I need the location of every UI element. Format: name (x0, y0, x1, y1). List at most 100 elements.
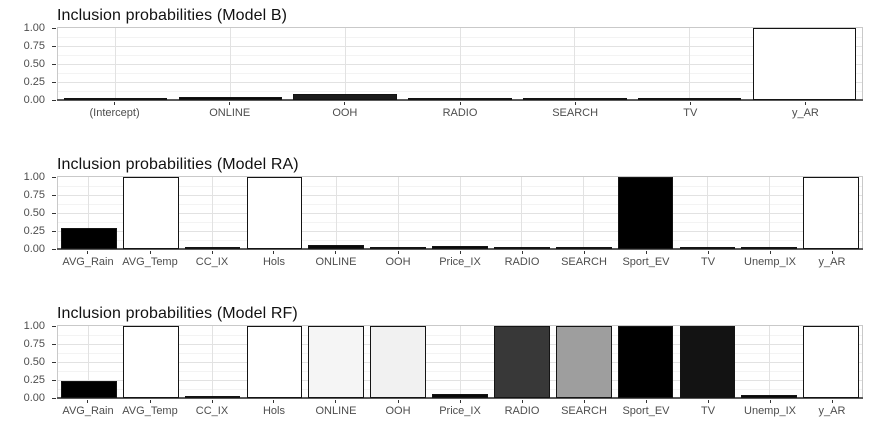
bar-TV (638, 97, 742, 100)
bar-Sport_EV (617, 326, 674, 398)
x-tick-label: SEARCH (552, 107, 599, 119)
x-tick-label: CC_IX (195, 256, 229, 268)
x-tick-mark (344, 102, 346, 105)
x-tick-label: Price_IX (439, 405, 481, 417)
x-tick-label: RADIO (504, 256, 540, 268)
x-tick-label: Unemp_IX (744, 256, 796, 268)
x-tick-label: TV (683, 107, 698, 119)
x-tick-label: Sport_EV (622, 256, 670, 268)
x-axis-line (57, 397, 863, 399)
x-tick-mark (229, 102, 231, 105)
bar-Unemp_IX (741, 246, 798, 249)
x-tick-label: SEARCH (561, 256, 607, 268)
vertical-gridline (114, 28, 116, 100)
x-tick-mark (335, 251, 337, 254)
x-tick-mark (87, 251, 89, 254)
x-tick-mark (273, 251, 275, 254)
y-tick-label: 0.00 (23, 243, 45, 255)
vertical-gridline (212, 177, 214, 249)
y-tick-label: 0.50 (23, 356, 45, 368)
x-tick-label: Hols (262, 256, 286, 268)
x-tick-label: (Intercept) (89, 107, 140, 119)
bar-AVG_Temp (122, 177, 179, 249)
y-axis: 1.00 0.75 0.50 0.25 0.00 (0, 171, 57, 255)
x-tick-mark (769, 400, 771, 403)
bar-ONLINE (308, 326, 365, 398)
x-tick-mark (211, 400, 213, 403)
vertical-gridline (521, 177, 523, 249)
bar-y_AR (752, 28, 857, 100)
bar-SEARCH (523, 97, 627, 100)
vertical-gridline (459, 28, 461, 100)
chart-title-model-ra: Inclusion probabilities (Model RA) (57, 156, 299, 173)
bar-AVG_Rain (61, 228, 117, 249)
vertical-gridline (88, 177, 90, 249)
x-tick-mark (335, 400, 337, 403)
bar-Unemp_IX (741, 395, 798, 398)
chart-model-b: Inclusion probabilities (Model B) 1.00 0.… (0, 0, 871, 149)
x-tick-label: OOH (385, 405, 411, 417)
x-tick-label: RADIO (504, 405, 540, 417)
y-tick-label: 1.00 (23, 320, 45, 332)
bar-Hols (246, 177, 303, 249)
plot-row: 1.00 0.75 0.50 0.25 0.00 (0, 171, 871, 255)
bar-Price_IX (432, 246, 488, 249)
x-tick-label: AVG_Rain (62, 405, 114, 417)
bar-ONLINE (178, 97, 282, 100)
x-tick-label: OOH (385, 256, 411, 268)
vertical-gridline (344, 28, 346, 100)
x-tick-mark (149, 400, 151, 403)
y-tick-mark (52, 212, 56, 214)
x-tick-label: RADIO (442, 107, 478, 119)
x-tick-label: OOH (332, 107, 358, 119)
x-axis-line (57, 248, 863, 250)
bar-SEARCH (555, 246, 612, 249)
y-tick-mark (52, 397, 56, 399)
x-tick-mark (707, 251, 709, 254)
vertical-gridline (397, 177, 399, 249)
bar-OOH (293, 93, 397, 100)
chart-model-rf: Inclusion probabilities (Model RF) 1.00 0… (0, 298, 871, 447)
bar-y_AR (803, 177, 859, 249)
x-tick-mark (574, 102, 576, 105)
y-tick-mark (52, 230, 56, 232)
bar-Hols (246, 326, 303, 398)
x-tick-label: TV (700, 405, 716, 417)
x-tick-mark (689, 102, 691, 105)
x-tick-mark (459, 251, 461, 254)
x-tick-mark (114, 102, 116, 105)
bar-RADIO (494, 326, 550, 398)
bar-AVG_Temp (122, 326, 179, 398)
y-tick-label: 0.25 (23, 374, 45, 386)
bar-CC_IX (184, 246, 241, 249)
x-axis: AVG_Rain AVG_Temp CC_IX Hols ONLINE OOH Price_… (57, 399, 863, 421)
x-tick-label: AVG_Temp (122, 256, 178, 268)
x-tick-label: SEARCH (561, 405, 607, 417)
vertical-gridline (212, 326, 214, 398)
chart-title-model-rf: Inclusion probabilities (Model RF) (57, 305, 298, 322)
bar-SEARCH (555, 326, 612, 398)
y-tick-label: 0.50 (23, 207, 45, 219)
x-tick-mark (211, 251, 213, 254)
y-tick-label: 0.75 (23, 40, 45, 52)
y-tick-mark (52, 63, 56, 65)
y-tick-mark (52, 45, 56, 47)
x-tick-mark (273, 400, 275, 403)
x-tick-label: AVG_Temp (122, 405, 178, 417)
x-tick-mark (831, 400, 833, 403)
bar-OOH (370, 326, 426, 398)
vertical-gridline (335, 177, 337, 249)
x-tick-label: Price_IX (439, 256, 481, 268)
x-tick-label: TV (700, 256, 716, 268)
x-tick-label: y_AR (818, 405, 846, 417)
x-tick-label: y_AR (791, 107, 819, 119)
x-tick-mark (521, 400, 523, 403)
x-tick-mark (397, 251, 399, 254)
x-tick-mark (583, 400, 585, 403)
x-axis: AVG_Rain AVG_Temp CC_IX Hols ONLINE OOH Price_… (57, 250, 863, 272)
vertical-gridline (583, 177, 585, 249)
y-tick-mark (52, 248, 56, 250)
vertical-gridline (689, 28, 691, 100)
y-axis: 1.00 0.75 0.50 0.25 0.00 (0, 320, 57, 404)
vertical-gridline (768, 326, 770, 398)
